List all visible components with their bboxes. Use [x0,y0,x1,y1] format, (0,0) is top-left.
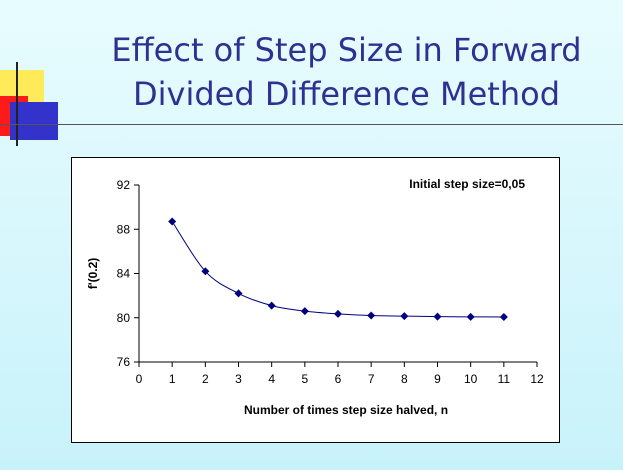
slide-title-line-1: Effect of Step Size in Forward [111,31,582,69]
data-point [300,307,309,316]
deco-vertical-line [16,62,18,146]
x-tick-label: 11 [498,372,511,386]
data-point [499,312,508,321]
x-tick-label: 3 [235,372,242,386]
x-tick-label: 0 [136,372,143,386]
x-tick-label: 4 [268,372,275,386]
data-point [201,267,210,276]
y-tick-label: 84 [117,267,131,281]
x-tick-label: 5 [301,372,308,386]
data-point [234,289,243,298]
data-point [334,309,342,318]
x-tick-label: 7 [368,372,375,386]
x-axis-label: Number of times step size halved, n [244,403,448,417]
deco-blue-square [10,102,58,140]
y-tick-label: 80 [117,311,131,325]
y-axis-label: f'(0.2) [86,258,100,290]
data-point [267,301,276,310]
chart-annotation: Initial step size=0,05 [409,177,525,191]
x-tick-label: 10 [464,372,478,386]
data-point [433,312,442,321]
chart-container: 76 80 84 88 92 0 1 2 3 4 5 6 7 8 9 10 11 12 Number of time… [71,157,560,443]
y-tick-label: 88 [117,222,131,236]
slide-title: Effect of Step Size in Forward Divided D… [70,28,623,116]
x-tick-label: 1 [169,372,176,386]
data-point [367,311,376,320]
x-tick-label: 8 [401,372,408,386]
x-tick-label: 6 [335,372,342,386]
data-point [168,217,177,226]
series-line [171,221,504,318]
data-point [400,312,409,321]
slide-title-line-2: Divided Difference Method [133,75,560,113]
deco-horizontal-line [0,124,623,125]
x-tick-label: 9 [434,372,441,386]
y-tick-label: 76 [117,355,131,369]
x-tick-label: 2 [202,372,209,386]
x-tick-label: 12 [530,372,544,386]
data-point [466,312,475,321]
y-tick-label: 92 [117,178,131,192]
